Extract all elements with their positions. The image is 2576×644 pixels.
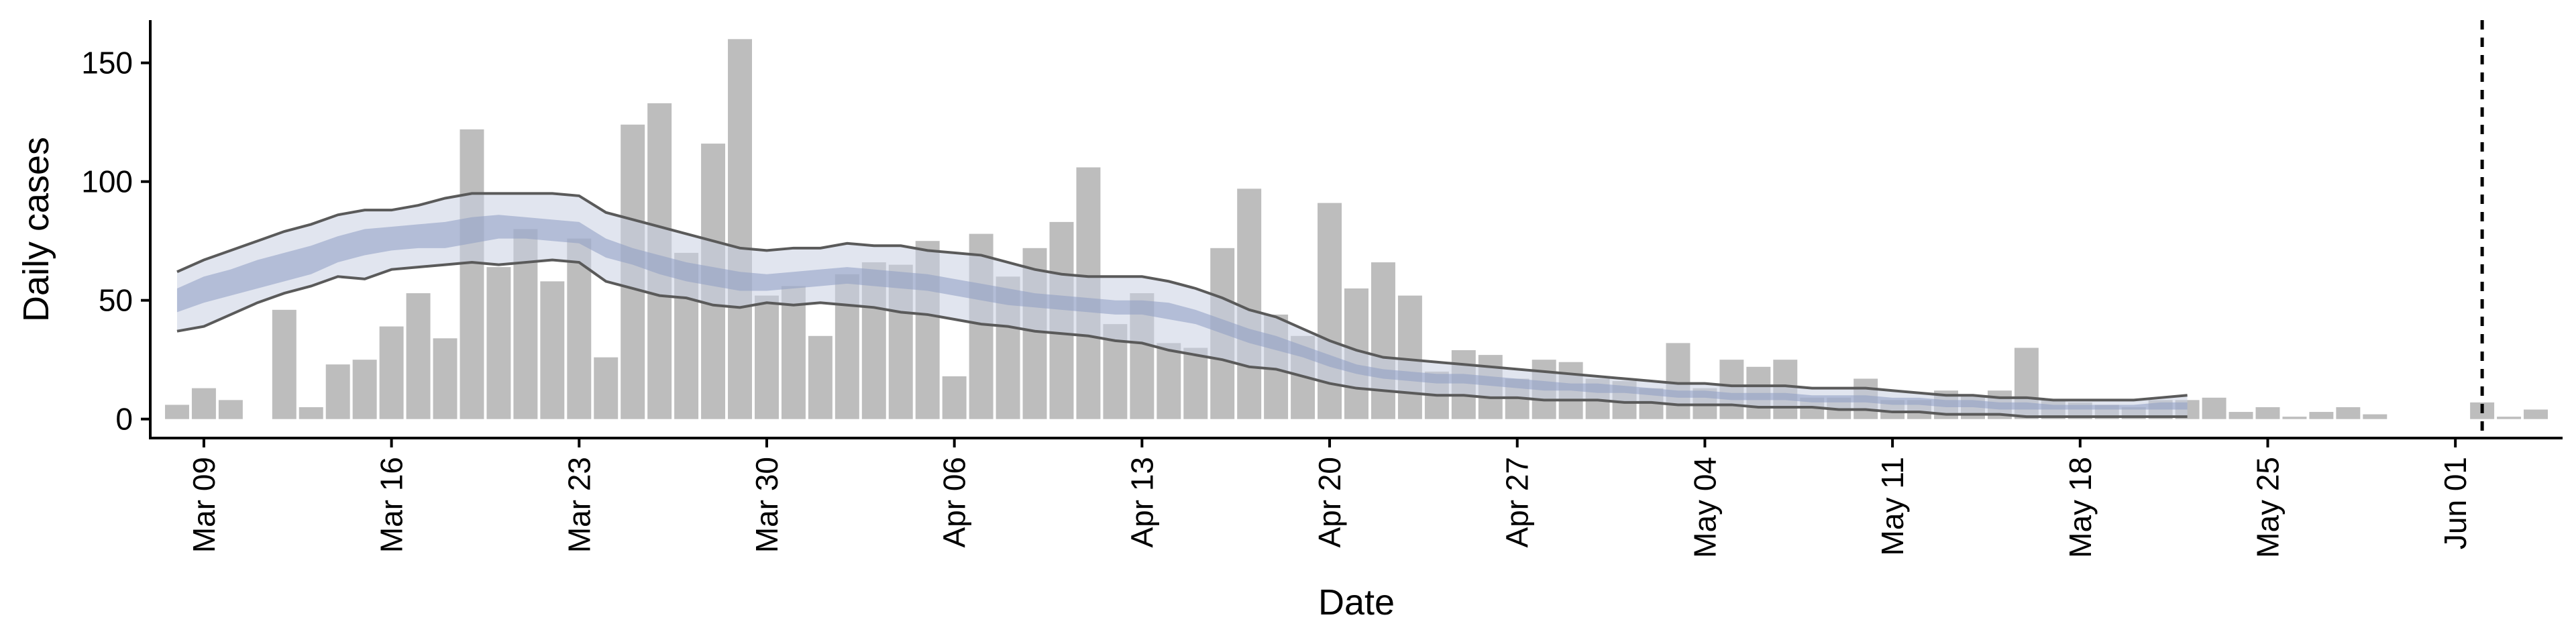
case-bar — [2524, 409, 2548, 419]
x-tick-label: Apr 06 — [937, 457, 972, 548]
outer-upper-line — [176, 192, 2188, 402]
case-bar — [352, 360, 377, 419]
x-tick-label: May 18 — [2063, 457, 2098, 558]
x-tick-label: Mar 16 — [374, 457, 409, 553]
case-bar — [2202, 397, 2226, 419]
x-tick-label: Apr 20 — [1312, 457, 1347, 548]
case-bar — [433, 338, 458, 419]
x-axis-title: Date — [1318, 582, 1395, 623]
case-bar — [164, 405, 189, 419]
case-bar — [2336, 407, 2361, 419]
x-ticks: Mar 09 Mar 16 Mar 23 Mar 30 Apr 06 Apr 13 Apr … — [186, 438, 2473, 558]
y-tick-label: 150 — [81, 46, 133, 80]
case-bar — [942, 376, 967, 419]
x-tick-label: Mar 23 — [561, 457, 596, 553]
x-tick-label: May 25 — [2250, 457, 2285, 558]
case-bar — [2497, 417, 2522, 419]
case-bar — [1666, 343, 1690, 419]
inner-interval-ribbon — [176, 215, 2188, 410]
axes — [149, 20, 2563, 439]
x-tick-label: May 11 — [1875, 457, 1910, 555]
case-bar — [272, 309, 297, 419]
y-tick-label: 0 — [115, 402, 133, 437]
case-bar — [2282, 417, 2307, 419]
case-bar — [2363, 414, 2387, 419]
case-bar — [728, 39, 752, 419]
case-bar — [1157, 343, 1181, 419]
case-bar — [755, 295, 779, 419]
case-bar — [808, 335, 833, 419]
case-bar — [2229, 412, 2253, 419]
x-tick-label: Apr 13 — [1124, 457, 1159, 548]
case-bar — [781, 286, 806, 419]
y-axis-title: Daily cases — [16, 137, 56, 322]
case-bar — [191, 388, 216, 419]
case-bar — [594, 357, 619, 419]
case-bar — [486, 267, 511, 419]
x-tick-label: Mar 30 — [749, 457, 784, 553]
y-tick-label: 50 — [99, 283, 133, 318]
case-bar — [1318, 203, 1342, 419]
case-bar — [325, 364, 350, 419]
estimate-ribbons — [176, 192, 2188, 419]
case-bar — [540, 281, 565, 419]
x-tick-label: Mar 09 — [186, 457, 221, 553]
y-tick-label: 100 — [81, 164, 133, 199]
case-bar — [460, 129, 484, 419]
outer-interval-ribbon — [176, 193, 2188, 417]
case-bar — [2309, 412, 2334, 419]
case-bar — [406, 293, 431, 419]
case-bar — [1371, 262, 1395, 419]
case-bar — [379, 326, 404, 419]
case-bar — [1237, 189, 1262, 419]
case-bar — [218, 400, 243, 419]
case-bar — [1183, 347, 1208, 419]
case-bar — [1397, 295, 1422, 419]
case-bar — [2255, 407, 2280, 419]
x-tick-label: Jun 01 — [2438, 457, 2473, 549]
case-bar — [299, 407, 323, 419]
x-tick-label: Apr 27 — [1500, 457, 1535, 548]
y-ticks: 0 50 100 150 — [81, 46, 150, 437]
outer-lower-line — [176, 258, 2188, 419]
x-tick-label: May 04 — [1687, 457, 1722, 558]
